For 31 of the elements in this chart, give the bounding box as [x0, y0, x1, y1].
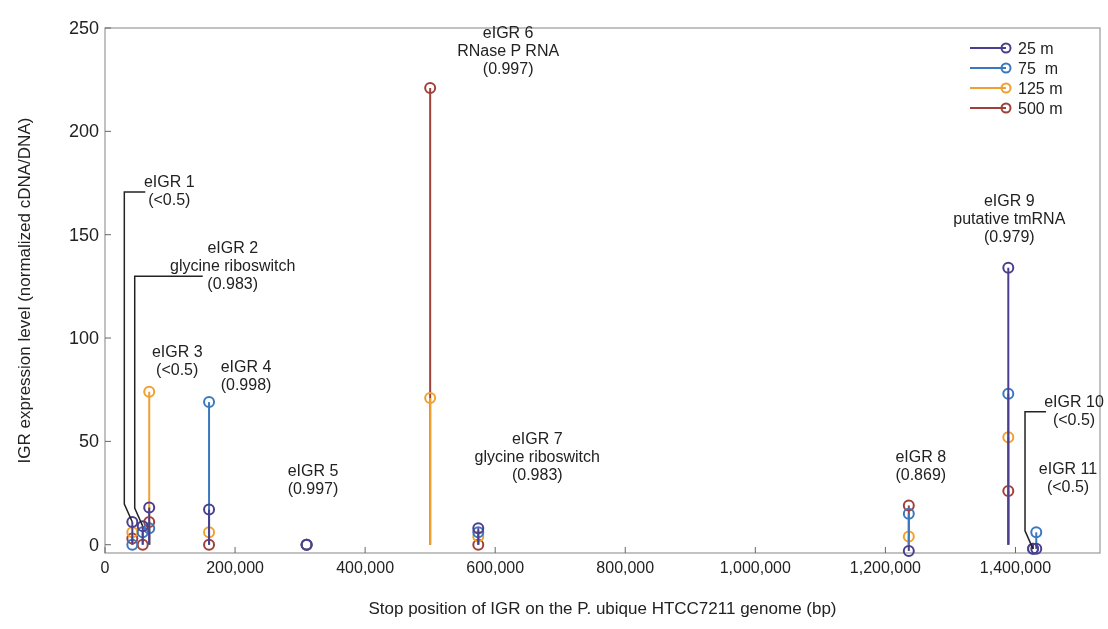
legend-label: 125 m: [1018, 80, 1063, 97]
y-tick-label: 0: [88, 534, 99, 555]
x-tick-label: 600,000: [466, 559, 525, 576]
y-tick-label: 100: [68, 328, 99, 349]
annotation: eIGR 7 glycine riboswitch (0.983): [474, 430, 600, 484]
x-tick-label: 1,400,000: [979, 559, 1052, 576]
y-axis-title: IGR expression level (normalized cDNA/DNA): [15, 117, 34, 464]
y-tick-label: 250: [68, 18, 99, 38]
x-tick-label: 400,000: [336, 559, 395, 576]
x-tick-label: 1,200,000: [849, 559, 922, 576]
x-tick-label: 0: [100, 559, 110, 576]
annotation: eIGR 6 RNase P RNA (0.997): [457, 23, 560, 77]
x-axis-title: Stop position of IGR on the P. ubique HTCC7211 genome (bp): [368, 599, 837, 618]
x-tick-label: 200,000: [206, 559, 265, 576]
y-tick-label: 150: [68, 224, 99, 245]
annotation: eIGR 11 (<0.5): [1038, 460, 1098, 495]
annotation: eIGR 9 putative tmRNA (0.979): [953, 191, 1066, 245]
x-tick-label: 1,000,000: [719, 559, 792, 576]
legend-label: 75 m: [1018, 60, 1059, 77]
annotation: eIGR 8 (0.869): [895, 448, 947, 484]
legend-label: 25 m: [1018, 40, 1054, 57]
annotation: eIGR 5 (0.997): [287, 462, 339, 497]
annotation: eIGR 4 (0.998): [220, 358, 272, 394]
annotation: eIGR 3 (<0.5): [151, 342, 203, 378]
y-tick-label: 50: [78, 431, 99, 452]
y-tick-label: 200: [68, 121, 99, 142]
legend-label: 500 m: [1018, 100, 1063, 117]
annotation: eIGR 2 glycine riboswitch (0.983): [170, 239, 296, 293]
x-tick-label: 800,000: [596, 559, 655, 576]
annotation: eIGR 1 (<0.5): [143, 173, 195, 208]
annotation: eIGR 10 (<0.5): [1044, 392, 1104, 428]
